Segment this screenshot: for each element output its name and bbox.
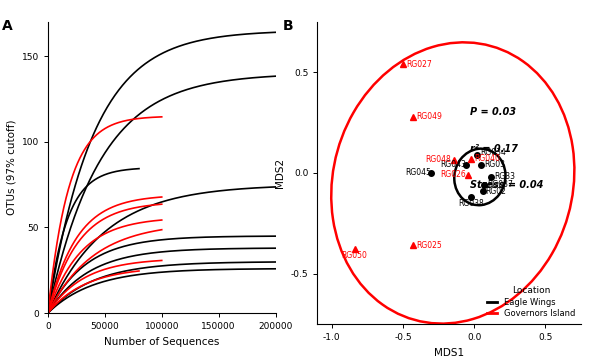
Text: RG037: RG037 <box>487 181 513 190</box>
Text: RG050: RG050 <box>341 251 367 260</box>
Text: RG048: RG048 <box>426 155 452 164</box>
Legend: Eagle Wings, Governors Island: Eagle Wings, Governors Island <box>485 284 577 320</box>
Text: r² = 0.17: r² = 0.17 <box>470 144 518 154</box>
Text: RG027: RG027 <box>406 60 431 69</box>
Text: RG034: RG034 <box>480 148 506 157</box>
Text: P = 0.03: P = 0.03 <box>470 107 516 118</box>
X-axis label: Number of Sequences: Number of Sequences <box>104 337 219 347</box>
Text: RG038: RG038 <box>458 199 484 207</box>
Text: B: B <box>283 19 294 33</box>
Y-axis label: OTUs (97% cutoff): OTUs (97% cutoff) <box>6 120 16 215</box>
Y-axis label: MDS2: MDS2 <box>276 158 285 188</box>
Text: RG025: RG025 <box>416 241 441 250</box>
Text: Stress = 0.04: Stress = 0.04 <box>470 180 544 190</box>
Text: RG043: RG043 <box>440 161 465 169</box>
Text: RG33: RG33 <box>494 173 515 181</box>
Text: RG049: RG049 <box>416 112 441 121</box>
Text: RG045: RG045 <box>406 169 431 177</box>
Text: RG026: RG026 <box>440 170 465 179</box>
Text: RG02: RG02 <box>486 186 506 195</box>
Text: RG040: RG040 <box>474 154 500 163</box>
X-axis label: MDS1: MDS1 <box>434 348 464 357</box>
Text: A: A <box>2 19 13 33</box>
Text: RG03: RG03 <box>484 161 505 169</box>
